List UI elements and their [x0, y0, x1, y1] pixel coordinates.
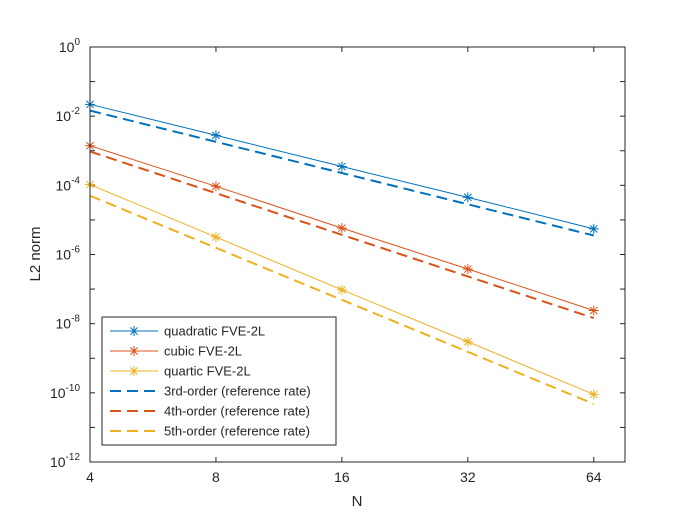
x-axis-label: N [352, 493, 363, 510]
data-point-marker [336, 161, 347, 172]
x-tick-label: 16 [334, 469, 350, 485]
legend-box [101, 316, 337, 446]
x-tick-label: 8 [212, 469, 220, 485]
data-point-marker [588, 389, 599, 400]
legend-entry-label: 5th-order (reference rate) [164, 424, 310, 439]
data-point-marker [210, 130, 221, 141]
legend-entry-label: 3rd-order (reference rate) [164, 384, 311, 399]
data-point-marker [588, 223, 599, 234]
legend-entry-label: 4th-order (reference rate) [164, 404, 310, 419]
y-tick-label: 10-4 [56, 175, 81, 193]
legend-marker-sample [129, 346, 139, 356]
legend-marker-sample [129, 326, 139, 336]
series-line-5 [89, 150, 595, 320]
data-point-marker [462, 264, 473, 275]
tick-labels: 4 8 16 32 64 100 10-2 10-4 10-6 10-8 10-10 10-12 [50, 37, 602, 485]
data-point-marker [462, 192, 473, 203]
series-line-4 [89, 109, 595, 237]
series-layer [85, 99, 599, 405]
data-point-marker [336, 284, 347, 295]
legend: quadratic FVE-2L cubic FVE-2L quartic FVE-… [101, 316, 337, 446]
x-tick-label: 64 [586, 469, 602, 485]
legend-entry-label: quadratic FVE-2L [164, 324, 265, 339]
y-tick-label: 10-12 [50, 452, 80, 470]
data-point-marker [210, 232, 221, 243]
data-point-marker [210, 181, 221, 192]
axes-box [89, 46, 626, 463]
x-tick-label: 4 [86, 469, 94, 485]
y-tick-label: 100 [59, 37, 81, 55]
y-tick-label: 10-2 [56, 106, 81, 124]
data-point-marker [588, 305, 599, 316]
y-tick-label: 10-8 [56, 314, 81, 332]
x-tick-label: 32 [460, 469, 476, 485]
series-line-6 [89, 194, 595, 405]
legend-marker-sample [129, 366, 139, 376]
data-point-marker [462, 336, 473, 347]
legend-entry-label: cubic FVE-2L [164, 344, 242, 359]
y-tick-label: 10-10 [50, 383, 80, 401]
data-point-marker [336, 223, 347, 234]
y-tick-label: 10-6 [56, 245, 81, 263]
legend-entry-label: quartic FVE-2L [164, 364, 251, 379]
y-axis-label: L2 norm [27, 226, 44, 281]
